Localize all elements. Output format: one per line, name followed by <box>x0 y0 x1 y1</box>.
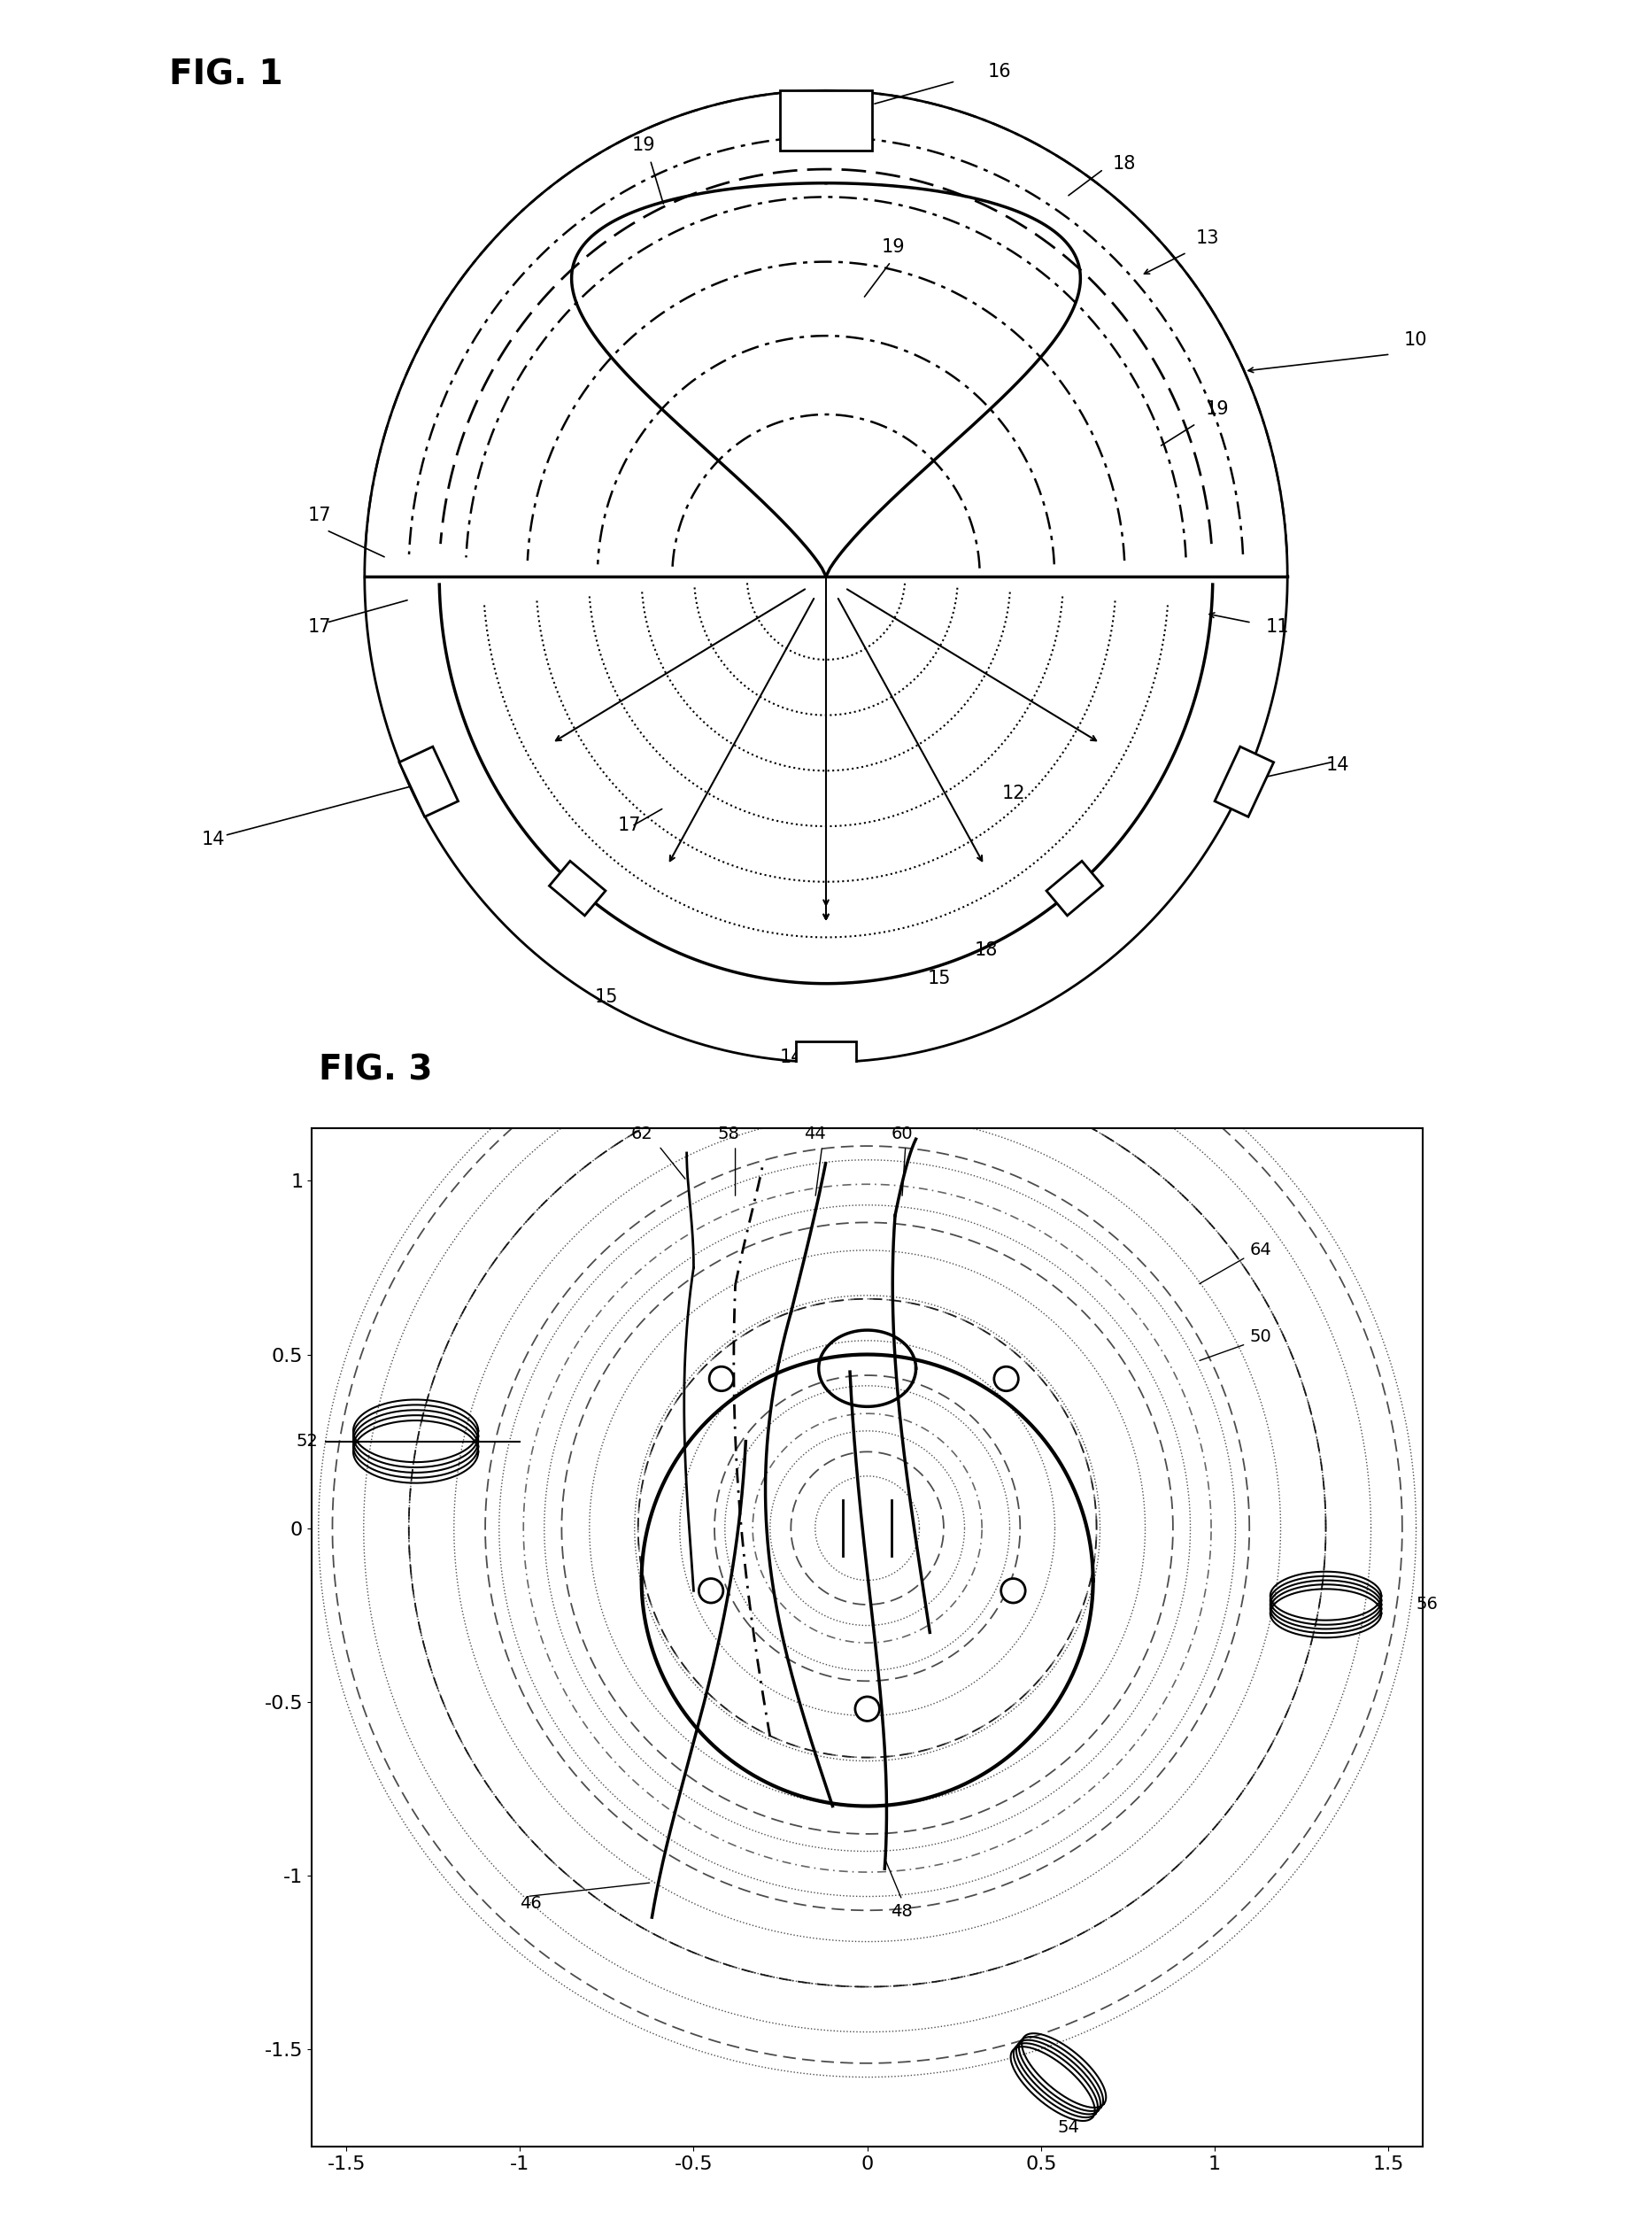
Text: 17: 17 <box>618 817 641 834</box>
Bar <box>400 746 458 817</box>
Text: 18: 18 <box>975 943 998 960</box>
Circle shape <box>856 1697 879 1722</box>
Circle shape <box>1001 1578 1026 1602</box>
Text: 13: 13 <box>1196 230 1219 248</box>
Text: 54: 54 <box>1057 2118 1080 2136</box>
Text: FIG. 3: FIG. 3 <box>319 1053 433 1087</box>
Text: 17: 17 <box>307 507 332 524</box>
Text: 52: 52 <box>296 1432 319 1450</box>
Text: 48: 48 <box>890 1903 914 1921</box>
Bar <box>780 91 872 150</box>
Bar <box>550 861 606 916</box>
Text: FIG. 1: FIG. 1 <box>169 58 282 91</box>
Text: 44: 44 <box>805 1126 826 1142</box>
Text: 19: 19 <box>631 137 656 155</box>
Text: 10: 10 <box>1404 332 1427 350</box>
Text: 14: 14 <box>780 1049 803 1067</box>
Text: 58: 58 <box>717 1126 740 1142</box>
Text: 14: 14 <box>202 830 225 848</box>
Text: 19: 19 <box>1206 401 1229 418</box>
Text: 14: 14 <box>1325 757 1350 775</box>
Text: 46: 46 <box>520 1894 542 1912</box>
Circle shape <box>709 1368 733 1392</box>
Text: 56: 56 <box>1416 1596 1439 1613</box>
Text: 62: 62 <box>631 1126 653 1142</box>
Text: 64: 64 <box>1249 1241 1272 1259</box>
Text: 16: 16 <box>988 62 1011 80</box>
Text: 12: 12 <box>1001 783 1026 801</box>
Text: 19: 19 <box>882 239 905 257</box>
Text: 15: 15 <box>595 987 618 1005</box>
Text: 60: 60 <box>890 1126 914 1142</box>
Text: 18: 18 <box>1113 155 1137 173</box>
Text: 11: 11 <box>1265 617 1289 635</box>
Bar <box>1046 861 1102 916</box>
Text: 15: 15 <box>928 969 952 987</box>
Text: 50: 50 <box>1249 1328 1272 1346</box>
Bar <box>1214 746 1274 817</box>
Text: 17: 17 <box>307 617 332 635</box>
Bar <box>796 1042 856 1082</box>
Circle shape <box>699 1578 724 1602</box>
Circle shape <box>995 1368 1018 1392</box>
